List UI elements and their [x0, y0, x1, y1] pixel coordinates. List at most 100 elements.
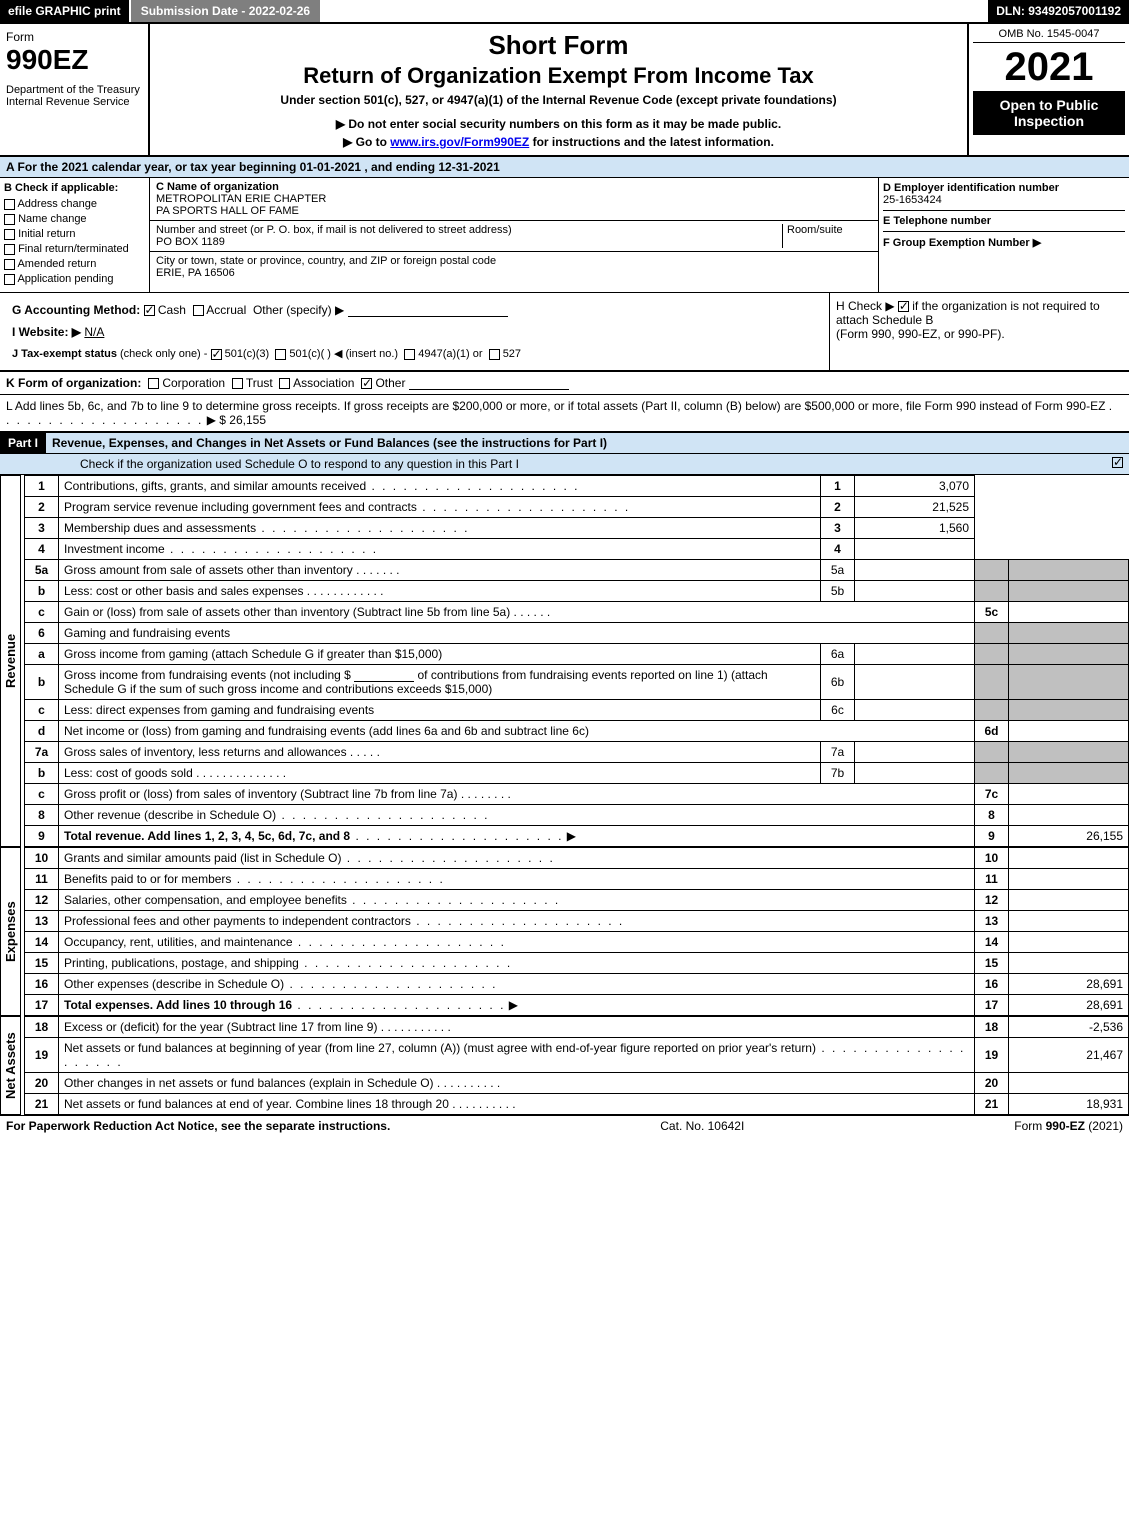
- chk-501c[interactable]: [275, 349, 286, 360]
- line-7a: 7aGross sales of inventory, less returns…: [25, 742, 1129, 763]
- line-18: 18Excess or (deficit) for the year (Subt…: [25, 1017, 1129, 1038]
- header-left: Form 990EZ Department of the Treasury In…: [0, 24, 150, 155]
- note-goto-post: for instructions and the latest informat…: [529, 135, 774, 149]
- part-1-header: Part I Revenue, Expenses, and Changes in…: [0, 433, 1129, 454]
- net-assets-section: Net Assets 18Excess or (deficit) for the…: [0, 1016, 1129, 1115]
- chk-527[interactable]: [489, 349, 500, 360]
- i-label: I Website: ▶: [12, 325, 81, 339]
- city-label: City or town, state or province, country…: [156, 255, 872, 267]
- title-return: Return of Organization Exempt From Incom…: [158, 63, 959, 89]
- street-value: PO BOX 1189: [156, 236, 782, 248]
- j-sub: (check only one) -: [120, 348, 207, 360]
- irs-link[interactable]: www.irs.gov/Form990EZ: [390, 135, 529, 149]
- line-9: 9Total revenue. Add lines 1, 2, 3, 4, 5c…: [25, 826, 1129, 847]
- note-goto-pre: ▶ Go to: [343, 135, 390, 149]
- name-label: C Name of organization: [156, 181, 872, 193]
- subtitle: Under section 501(c), 527, or 4947(a)(1)…: [158, 93, 959, 107]
- dept-treasury: Department of the Treasury: [6, 84, 142, 96]
- chk-schedule-o[interactable]: [1112, 457, 1123, 468]
- line-3: 3Membership dues and assessments31,560: [25, 518, 1129, 539]
- k-label: K Form of organization:: [6, 376, 141, 390]
- row-h: H Check ▶ if the organization is not req…: [829, 293, 1129, 370]
- expenses-table: 10Grants and similar amounts paid (list …: [24, 847, 1129, 1016]
- row-i: I Website: ▶ N/A: [6, 321, 823, 343]
- chk-501c3[interactable]: [211, 349, 222, 360]
- line-12: 12Salaries, other compensation, and empl…: [25, 890, 1129, 911]
- form-label: Form: [6, 30, 142, 44]
- l-amount: 26,155: [229, 413, 266, 427]
- chk-association[interactable]: [279, 378, 290, 389]
- chk-application-pending[interactable]: Application pending: [4, 273, 145, 285]
- group-exemption-label: F Group Exemption Number ▶: [883, 236, 1125, 249]
- note-ssn: ▶ Do not enter social security numbers o…: [158, 117, 959, 131]
- tel-block: E Telephone number: [883, 215, 1125, 232]
- line-15: 15Printing, publications, postage, and s…: [25, 953, 1129, 974]
- part-1-check-text: Check if the organization used Schedule …: [80, 457, 519, 471]
- open-public-inspection: Open to Public Inspection: [973, 91, 1125, 135]
- revenue-section: Revenue 1Contributions, gifts, grants, a…: [0, 475, 1129, 847]
- chk-corporation[interactable]: [148, 378, 159, 389]
- chk-initial-return[interactable]: Initial return: [4, 228, 145, 240]
- line-13: 13Professional fees and other payments t…: [25, 911, 1129, 932]
- line-6a: aGross income from gaming (attach Schedu…: [25, 644, 1129, 665]
- chk-address-change[interactable]: Address change: [4, 198, 145, 210]
- dln-number: DLN: 93492057001192: [988, 0, 1129, 22]
- row-l: L Add lines 5b, 6c, and 7b to line 9 to …: [0, 395, 1129, 433]
- org-name-1: METROPOLITAN ERIE CHAPTER: [156, 193, 872, 205]
- line-20: 20Other changes in net assets or fund ba…: [25, 1073, 1129, 1094]
- chk-h[interactable]: [898, 301, 909, 312]
- row-g: G Accounting Method: Cash Accrual Other …: [6, 299, 823, 321]
- omb-number: OMB No. 1545-0047: [973, 28, 1125, 43]
- footer-left: For Paperwork Reduction Act Notice, see …: [6, 1119, 390, 1133]
- gh-left: G Accounting Method: Cash Accrual Other …: [0, 293, 829, 370]
- part-1-check-row: Check if the organization used Schedule …: [0, 454, 1129, 475]
- chk-trust[interactable]: [232, 378, 243, 389]
- col-d-ein-tel: D Employer identification number 25-1653…: [879, 178, 1129, 292]
- chk-cash[interactable]: [144, 305, 155, 316]
- efile-print-label[interactable]: efile GRAPHIC print: [0, 0, 129, 22]
- g-label: G Accounting Method:: [12, 303, 140, 317]
- note-link-row: ▶ Go to www.irs.gov/Form990EZ for instru…: [158, 135, 959, 149]
- line-14: 14Occupancy, rent, utilities, and mainte…: [25, 932, 1129, 953]
- ein-value: 25-1653424: [883, 194, 1125, 206]
- revenue-side-label: Revenue: [0, 475, 21, 847]
- chk-other-org[interactable]: [361, 378, 372, 389]
- form-number: 990EZ: [6, 44, 142, 76]
- group-exemption-block: F Group Exemption Number ▶: [883, 236, 1125, 249]
- col-b-check-applicable: B Check if applicable: Address change Na…: [0, 178, 150, 292]
- line-5a: 5aGross amount from sale of assets other…: [25, 560, 1129, 581]
- title-short-form: Short Form: [158, 30, 959, 61]
- chk-4947[interactable]: [404, 349, 415, 360]
- line-8: 8Other revenue (describe in Schedule O)8: [25, 805, 1129, 826]
- tel-label: E Telephone number: [883, 215, 1125, 227]
- h-text3: (Form 990, 990-EZ, or 990-PF).: [836, 327, 1005, 341]
- top-bar: efile GRAPHIC print Submission Date - 20…: [0, 0, 1129, 24]
- line-17: 17Total expenses. Add lines 10 through 1…: [25, 995, 1129, 1016]
- footer-right: Form 990-EZ (2021): [1014, 1119, 1123, 1133]
- cell-street: Number and street (or P. O. box, if mail…: [150, 221, 878, 252]
- chk-accrual[interactable]: [193, 305, 204, 316]
- h-text1: H Check ▶: [836, 299, 895, 313]
- chk-name-change[interactable]: Name change: [4, 213, 145, 225]
- col-b-label: B Check if applicable:: [4, 182, 145, 194]
- j-label: J Tax-exempt status: [12, 348, 117, 360]
- submission-date: Submission Date - 2022-02-26: [131, 0, 320, 22]
- line-7b: bLess: cost of goods sold . . . . . . . …: [25, 763, 1129, 784]
- line-6d: dNet income or (loss) from gaming and fu…: [25, 721, 1129, 742]
- cell-org-name: C Name of organization METROPOLITAN ERIE…: [150, 178, 878, 221]
- line-5c: cGain or (loss) from sale of assets othe…: [25, 602, 1129, 623]
- line-16: 16Other expenses (describe in Schedule O…: [25, 974, 1129, 995]
- ein-block: D Employer identification number 25-1653…: [883, 182, 1125, 211]
- net-assets-table: 18Excess or (deficit) for the year (Subt…: [24, 1016, 1129, 1115]
- form-header: Form 990EZ Department of the Treasury In…: [0, 24, 1129, 157]
- street-label: Number and street (or P. O. box, if mail…: [156, 224, 782, 236]
- ein-label: D Employer identification number: [883, 182, 1125, 194]
- expenses-side-label: Expenses: [0, 847, 21, 1016]
- chk-final-return[interactable]: Final return/terminated: [4, 243, 145, 255]
- line-6b: bGross income from fundraising events (n…: [25, 665, 1129, 700]
- line-4: 4Investment income4: [25, 539, 1129, 560]
- row-j: J Tax-exempt status (check only one) - 5…: [6, 343, 823, 364]
- chk-amended-return[interactable]: Amended return: [4, 258, 145, 270]
- room-suite-label: Room/suite: [787, 224, 872, 236]
- line-19: 19Net assets or fund balances at beginni…: [25, 1038, 1129, 1073]
